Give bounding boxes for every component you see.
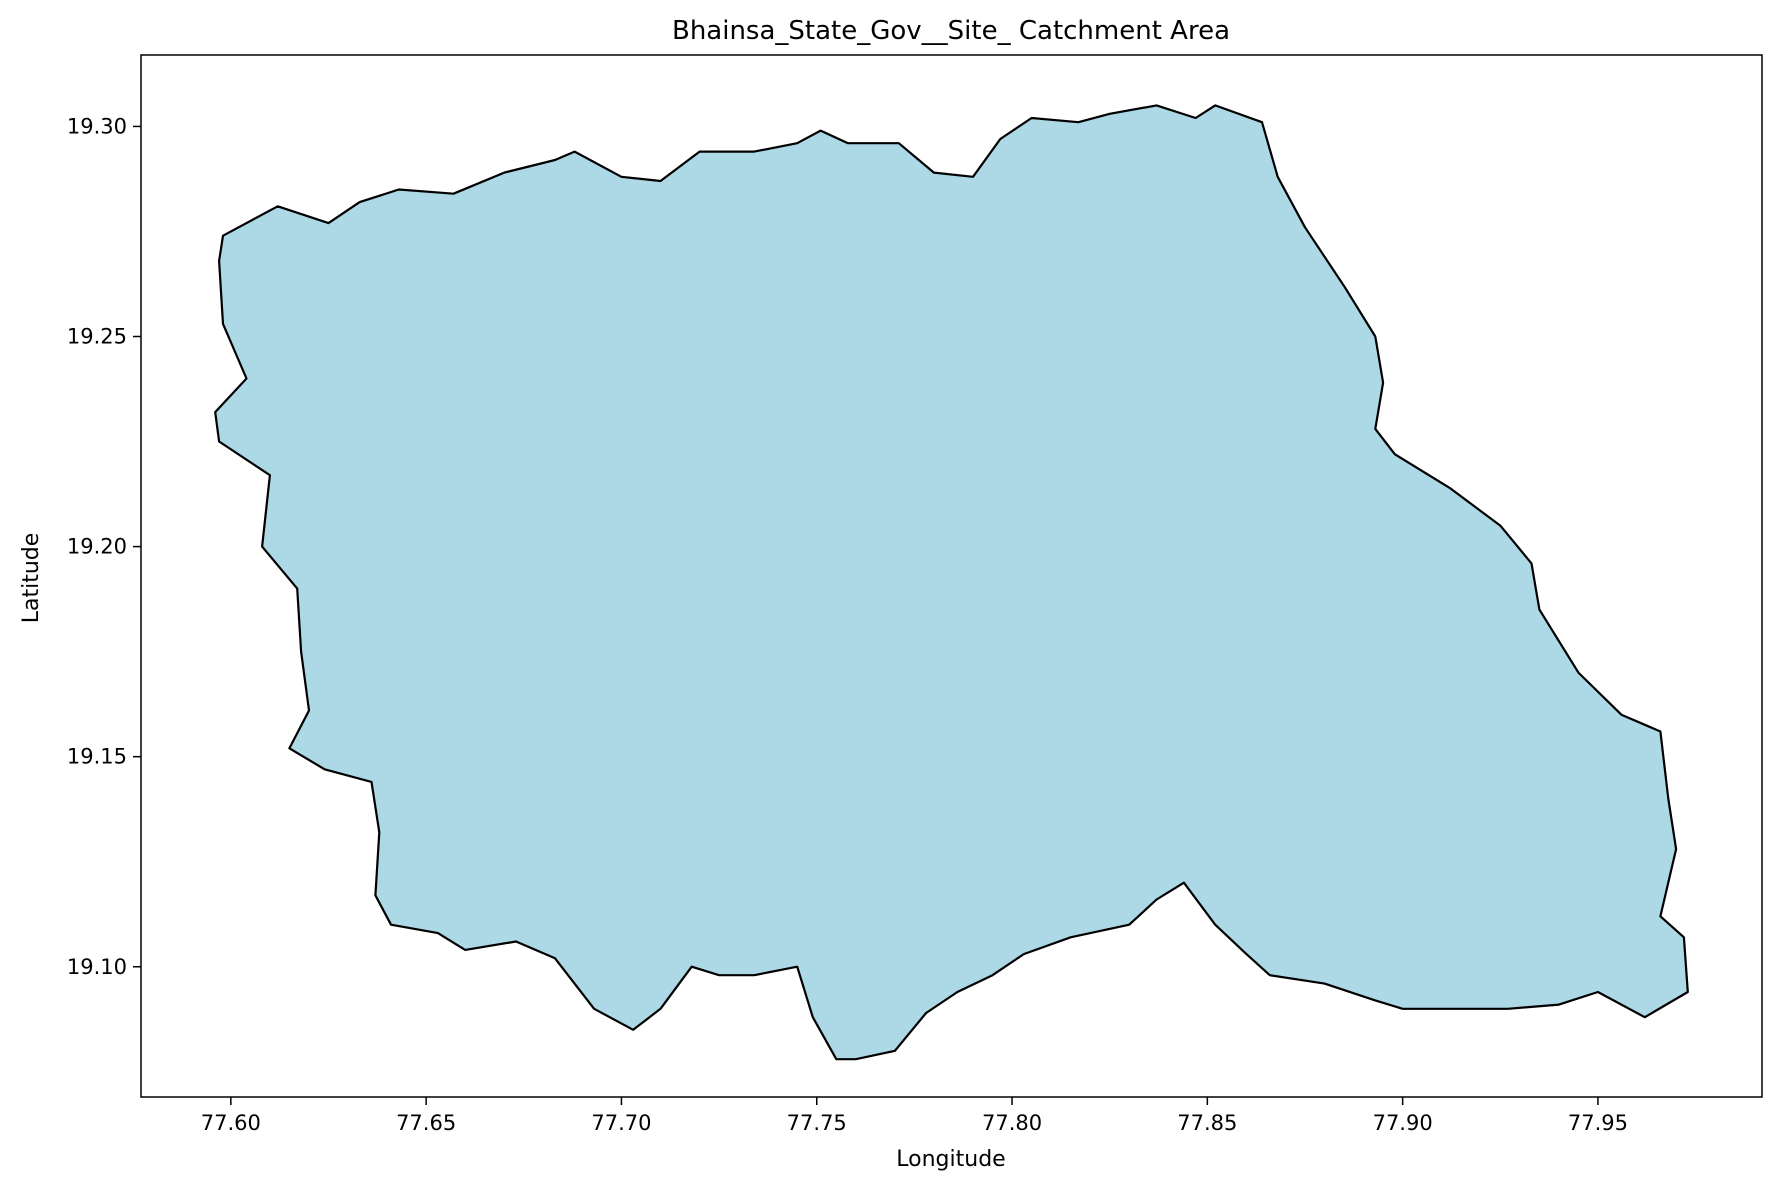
x-axis-label: Longitude: [896, 1147, 1005, 1172]
y-tick-label: 19.25: [67, 325, 127, 349]
y-tick-label: 19.10: [67, 955, 127, 979]
x-axis-ticks: 77.60 77.65 77.70 77.75 77.80 77.85 77.90 77.95: [201, 1097, 1628, 1135]
axes-frame: [140, 54, 1763, 1098]
x-tick-label: 77.60: [201, 1111, 261, 1135]
x-tick-label: 77.65: [396, 1111, 456, 1135]
y-tick-label: 19.20: [67, 535, 127, 559]
y-tick-label: 19.15: [67, 745, 127, 769]
chart-title: Bhainsa_State_Gov__Site_ Catchment Area: [672, 16, 1230, 46]
plot-area: [140, 54, 1763, 1098]
x-tick-label: 77.70: [591, 1111, 651, 1135]
catchment-boundary-polygon: [214, 104, 1689, 1061]
y-axis-label: Latitude: [19, 533, 44, 624]
x-tick-label: 77.75: [787, 1111, 847, 1135]
y-tick-label: 19.30: [67, 114, 127, 138]
y-axis-ticks: 19.10 19.15 19.20 19.25 19.30: [67, 114, 141, 979]
x-tick-label: 77.80: [982, 1111, 1042, 1135]
x-tick-label: 77.90: [1373, 1111, 1433, 1135]
x-tick-label: 77.85: [1177, 1111, 1237, 1135]
x-tick-label: 77.95: [1568, 1111, 1628, 1135]
